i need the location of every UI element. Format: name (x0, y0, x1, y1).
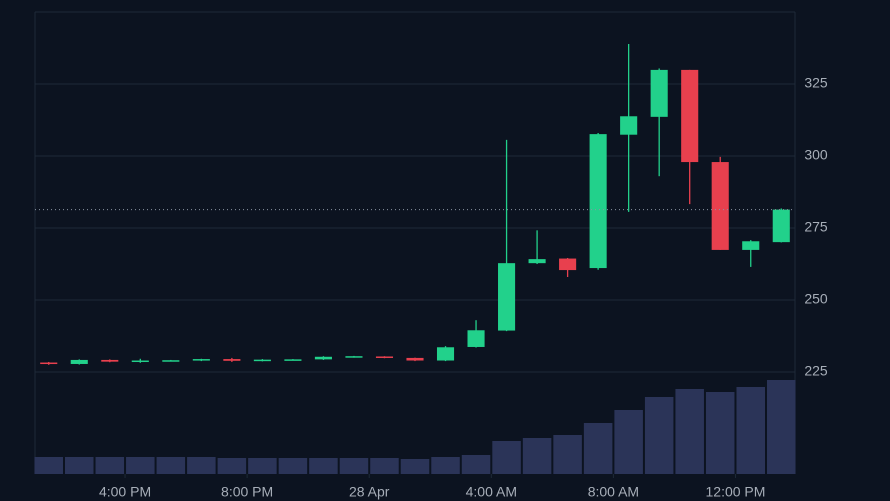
candle-body (650, 69, 668, 117)
y-tick-label: 325 (804, 75, 828, 91)
x-tick-label: 4:00 AM (466, 484, 517, 500)
candle-body (528, 259, 546, 264)
volume-bar (431, 457, 460, 474)
candle-body (314, 356, 332, 360)
candle-body (498, 263, 516, 331)
candle-body (681, 69, 699, 163)
y-tick-label: 275 (804, 219, 828, 235)
volume-bar (309, 458, 338, 474)
candle-body (711, 162, 729, 250)
volume-bar (126, 457, 155, 474)
volume-bar (705, 392, 735, 474)
volume-bar (370, 458, 399, 474)
volume-bar (187, 457, 216, 474)
candle-body (162, 360, 180, 362)
x-tick-label: 12:00 PM (706, 484, 766, 500)
candle-body (620, 116, 638, 135)
candle-body (284, 359, 302, 361)
candle-body (253, 359, 271, 362)
candle-body (70, 359, 88, 364)
candle-body (375, 356, 394, 358)
volume-bar (156, 457, 186, 474)
candle-body (436, 347, 455, 361)
volume-bar (553, 435, 582, 474)
volume-bar (583, 423, 613, 474)
candle-body (742, 241, 760, 250)
volume-bar (248, 458, 277, 474)
volume-bar (644, 397, 674, 474)
volume-bar (736, 387, 766, 474)
candle-body (589, 134, 607, 269)
volume-bar (675, 389, 704, 474)
volume-bar (522, 438, 552, 474)
y-tick-label: 250 (804, 291, 828, 307)
volume-bar (95, 457, 125, 474)
candle-body (772, 209, 790, 243)
candle-body (101, 359, 119, 362)
volume-bar (217, 458, 247, 474)
x-tick-label: 8:00 AM (588, 484, 639, 500)
y-tick-label: 225 (804, 363, 828, 379)
volume-bar (64, 457, 94, 474)
volume-bar (339, 458, 369, 474)
x-tick-label: 28 Apr (349, 484, 390, 500)
volume-bar (492, 441, 521, 474)
candle-body (406, 357, 424, 361)
candle-body (223, 359, 241, 361)
volume-bar (461, 455, 491, 474)
candle-body (559, 258, 577, 271)
candle-body (131, 360, 149, 363)
volume-bar (34, 457, 63, 474)
candle-body (40, 362, 58, 365)
x-tick-label: 4:00 PM (99, 484, 151, 500)
candle-body (345, 356, 363, 358)
volume-bar (278, 458, 308, 474)
x-tick-label: 8:00 PM (221, 484, 273, 500)
volume-bar (614, 410, 643, 474)
volume-bar (400, 459, 430, 474)
volume-bar (767, 380, 796, 474)
y-tick-label: 300 (804, 147, 828, 163)
candle-body (467, 330, 485, 347)
candle-body (192, 359, 210, 361)
